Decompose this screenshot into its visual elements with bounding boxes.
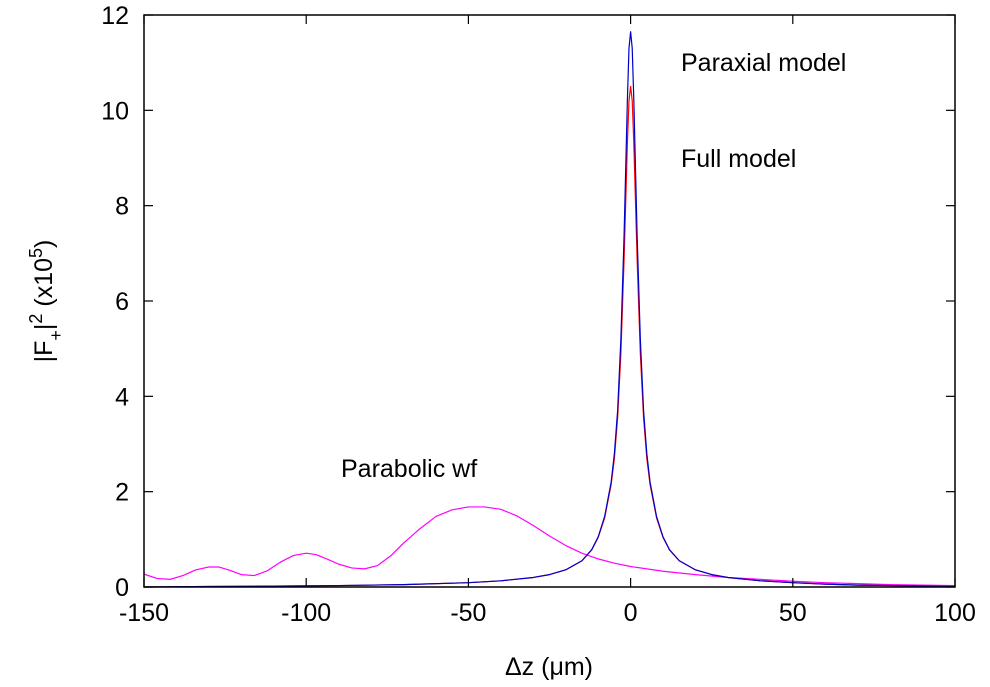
- y-tick-label: 6: [115, 288, 129, 316]
- x-tick-label: -100: [281, 599, 331, 627]
- series-line-1: [143, 85, 956, 588]
- annotation-paraxial-model: Paraxial model: [681, 49, 846, 77]
- y-tick-label: 12: [101, 2, 129, 30]
- y-tick-label: 0: [115, 574, 129, 602]
- x-tick-label: 0: [624, 599, 638, 627]
- annotation-parabolic-wf: Parabolic wf: [341, 455, 477, 483]
- x-tick-label: -50: [450, 599, 486, 627]
- y-axis-label: |F+|2 (x105): [26, 240, 66, 363]
- y-tick-label: 10: [101, 97, 129, 125]
- annotation-full-model: Full model: [681, 145, 796, 173]
- x-tick-label: 100: [934, 599, 976, 627]
- y-tick-label: 2: [115, 479, 129, 507]
- x-tick-label: 50: [779, 599, 807, 627]
- ticks-layer: -150 -100 -50 0 50 100 0 2 4 6 8 10 12: [101, 2, 976, 627]
- y-tick-label: 4: [115, 383, 129, 411]
- plot-frame: [143, 14, 956, 588]
- series-line-0: [143, 506, 956, 587]
- series-line-2: [143, 31, 956, 588]
- series-layer: [143, 31, 956, 588]
- x-axis-label: Δz (μm): [505, 653, 593, 681]
- x-tick-label: -150: [119, 599, 169, 627]
- y-tick-label: 8: [115, 193, 129, 221]
